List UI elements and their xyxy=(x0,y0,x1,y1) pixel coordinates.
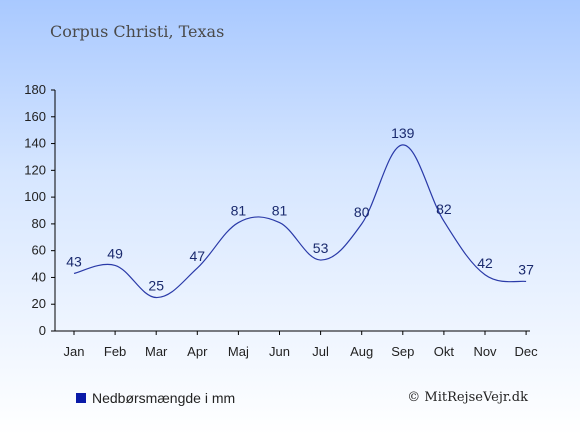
credit-text: © MitRejseVejr.dk xyxy=(407,390,528,405)
x-tick-label: Nov xyxy=(473,344,497,359)
data-label: 42 xyxy=(477,255,493,271)
data-label: 80 xyxy=(354,204,370,220)
data-label: 53 xyxy=(313,240,329,256)
data-label: 81 xyxy=(272,203,288,219)
x-tick-label: Mar xyxy=(145,344,168,359)
data-label: 82 xyxy=(436,201,452,217)
x-tick-label: Jul xyxy=(312,344,329,359)
x-tick-label: Jan xyxy=(64,344,85,359)
y-tick-label: 160 xyxy=(24,109,46,124)
y-tick-label: 0 xyxy=(39,323,46,338)
data-label: 49 xyxy=(107,245,123,261)
x-tick-label: Jun xyxy=(269,344,290,359)
x-tick-label: Maj xyxy=(228,344,249,359)
data-label: 43 xyxy=(66,253,82,269)
y-tick-label: 60 xyxy=(32,243,46,258)
x-tick-label: Feb xyxy=(104,344,126,359)
data-label: 47 xyxy=(190,248,206,264)
y-tick-label: 20 xyxy=(32,296,46,311)
y-tick-label: 40 xyxy=(32,269,46,284)
x-tick-label: Okt xyxy=(434,344,455,359)
chart-title: Corpus Christi, Texas xyxy=(50,22,225,41)
x-tick-label: Dec xyxy=(515,344,539,359)
series-line xyxy=(73,144,527,299)
data-label: 139 xyxy=(391,125,415,141)
legend-swatch xyxy=(76,393,86,403)
data-label: 81 xyxy=(231,203,247,219)
x-tick-label: Apr xyxy=(187,344,208,359)
data-label: 37 xyxy=(518,261,534,277)
x-tick-label: Sep xyxy=(391,344,414,359)
y-tick-label: 140 xyxy=(24,136,46,151)
y-tick-label: 80 xyxy=(32,216,46,231)
y-tick-label: 180 xyxy=(24,82,46,97)
legend-label: Nedbørsmængde i mm xyxy=(92,390,236,406)
x-tick-label: Aug xyxy=(350,344,373,359)
y-tick-label: 120 xyxy=(24,162,46,177)
data-label: 25 xyxy=(148,278,164,294)
y-tick-label: 100 xyxy=(24,189,46,204)
legend: Nedbørsmængde i mm xyxy=(76,390,235,406)
